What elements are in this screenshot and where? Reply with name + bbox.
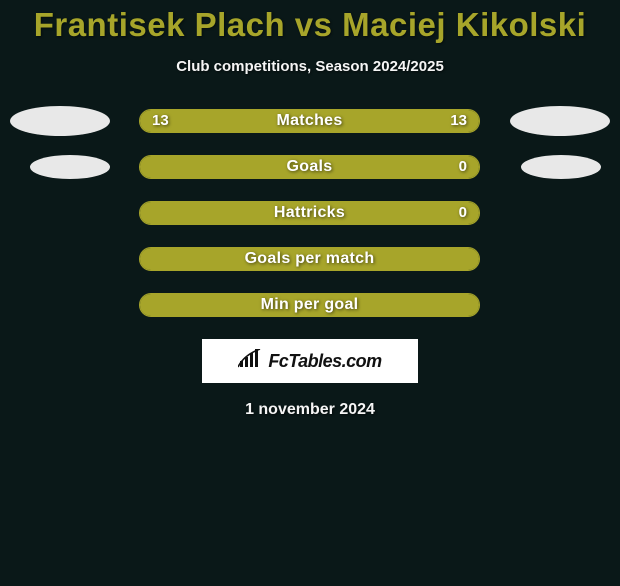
comparison-area: Matches1313Goals0Hattricks0Goals per mat… bbox=[0, 109, 620, 317]
comparison-row: Goals per match bbox=[0, 247, 620, 271]
bar-label: Matches bbox=[140, 112, 479, 130]
comparison-row: Min per goal bbox=[0, 293, 620, 317]
logo-box: FcTables.com bbox=[202, 339, 418, 383]
logo-inner: FcTables.com bbox=[238, 349, 381, 374]
player-avatar-left bbox=[30, 155, 110, 179]
comparison-row: Matches13 13 bbox=[0, 109, 620, 133]
bar-track: Matches13 13 bbox=[139, 109, 480, 133]
bar-value-right: 13 bbox=[450, 112, 467, 129]
bar-label: Hattricks bbox=[140, 204, 479, 222]
bar-track: Min per goal bbox=[139, 293, 480, 317]
bar-track: Goals per match bbox=[139, 247, 480, 271]
player-avatar-right bbox=[521, 155, 601, 179]
bar-value-right: 0 bbox=[459, 158, 467, 175]
bar-label: Goals per match bbox=[140, 250, 479, 268]
chart-bars-icon bbox=[238, 349, 264, 374]
date-label: 1 november 2024 bbox=[0, 401, 620, 419]
bar-label: Goals bbox=[140, 158, 479, 176]
comparison-row: Goals0 bbox=[0, 155, 620, 179]
page-title: Frantisek Plach vs Maciej Kikolski bbox=[0, 6, 620, 44]
bar-value-right: 0 bbox=[459, 204, 467, 221]
player-avatar-left bbox=[10, 106, 110, 136]
logo-text: FcTables.com bbox=[268, 351, 381, 372]
bar-track: Goals0 bbox=[139, 155, 480, 179]
player-avatar-right bbox=[510, 106, 610, 136]
bar-track: Hattricks0 bbox=[139, 201, 480, 225]
comparison-row: Hattricks0 bbox=[0, 201, 620, 225]
page-subtitle: Club competitions, Season 2024/2025 bbox=[0, 58, 620, 75]
bar-label: Min per goal bbox=[140, 296, 479, 314]
bar-value-left: 13 bbox=[152, 112, 169, 129]
